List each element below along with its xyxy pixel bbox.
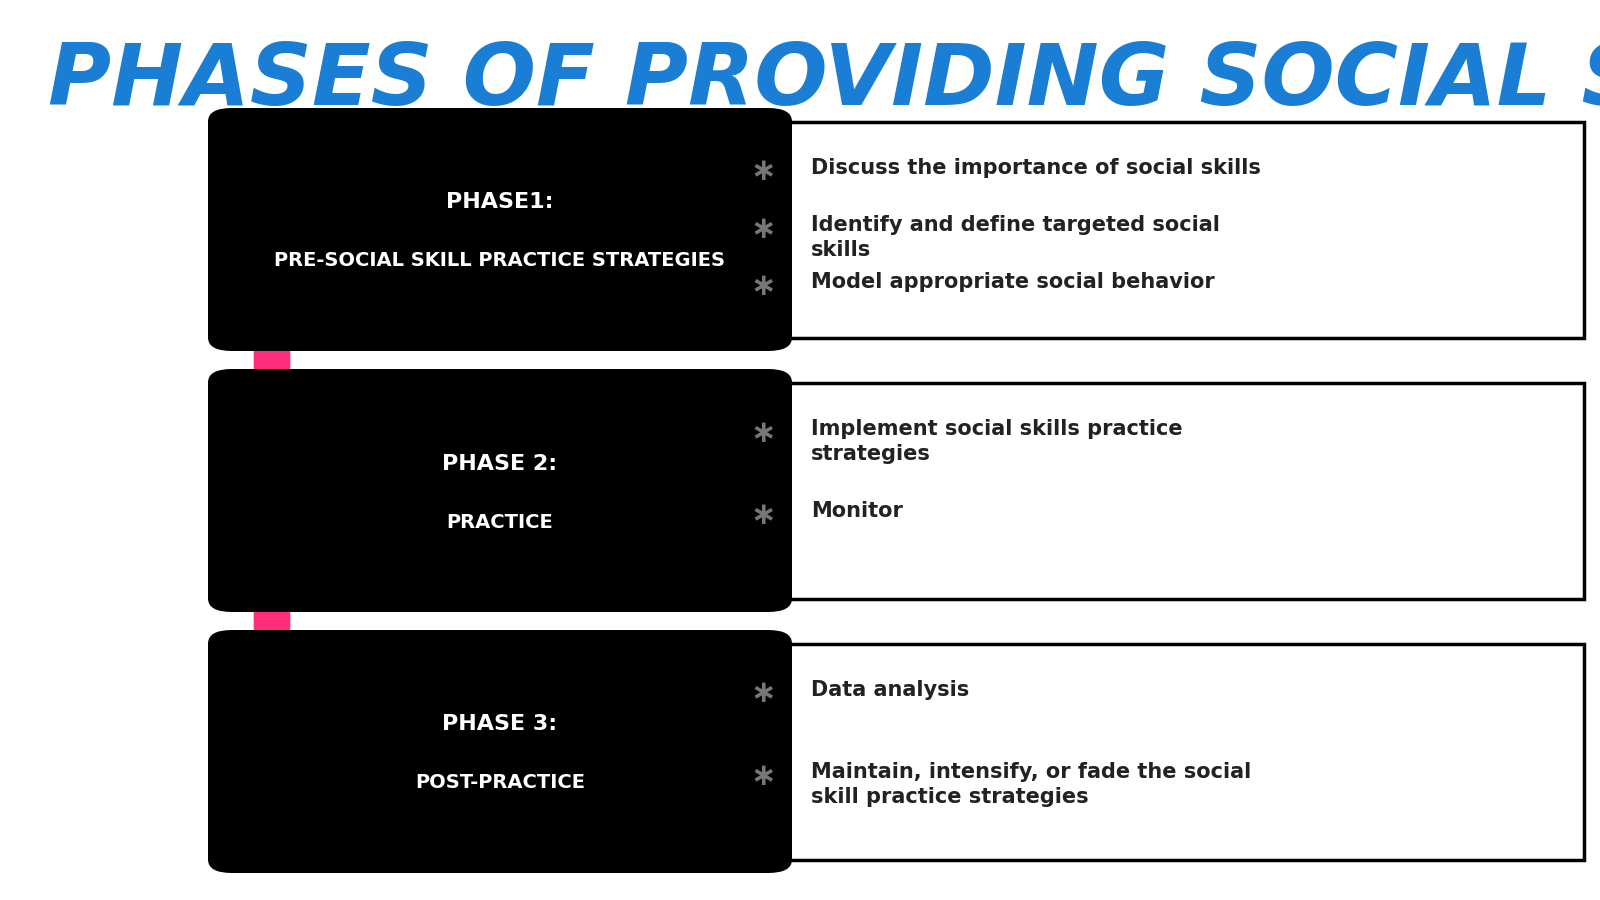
Bar [723, 122, 1584, 338]
Text: ∗: ∗ [750, 500, 776, 530]
Text: Identify and define targeted social
skills: Identify and define targeted social skil… [811, 215, 1221, 260]
Text: ∗: ∗ [750, 761, 776, 791]
Text: PHASES OF PROVIDING SOCIAL SKILL INSTRUCTION: PHASES OF PROVIDING SOCIAL SKILL INSTRUC… [48, 40, 1600, 123]
Text: POST-PRACTICE: POST-PRACTICE [414, 773, 586, 793]
Text: Implement social skills practice
strategies: Implement social skills practice strateg… [811, 418, 1182, 464]
Text: ∗: ∗ [750, 680, 776, 708]
FancyArrow shape [234, 117, 310, 783]
Bar [723, 382, 1584, 598]
Text: (Kumm  et al., 2021, p. 100): (Kumm et al., 2021, p. 100) [232, 826, 448, 842]
Text: Maintain, intensify, or fade the social
skill practice strategies: Maintain, intensify, or fade the social … [811, 761, 1251, 807]
Text: Monitor: Monitor [811, 500, 902, 521]
Text: Discuss the importance of social skills: Discuss the importance of social skills [811, 158, 1261, 177]
Text: PHASE 3:: PHASE 3: [443, 715, 557, 734]
Text: PHASE 2:: PHASE 2: [443, 454, 557, 473]
Text: PRACTICE: PRACTICE [446, 512, 554, 532]
Text: ∗: ∗ [750, 158, 776, 186]
FancyBboxPatch shape [208, 369, 792, 612]
Text: ∗: ∗ [750, 418, 776, 447]
Text: ∗: ∗ [750, 215, 776, 244]
Bar [723, 644, 1584, 860]
Text: PRE-SOCIAL SKILL PRACTICE STRATEGIES: PRE-SOCIAL SKILL PRACTICE STRATEGIES [275, 251, 725, 271]
Text: Model appropriate social behavior: Model appropriate social behavior [811, 272, 1214, 292]
Text: Data analysis: Data analysis [811, 680, 970, 699]
FancyBboxPatch shape [208, 108, 792, 351]
Text: PHASE1:: PHASE1: [446, 193, 554, 212]
Text: ∗: ∗ [750, 272, 776, 301]
FancyBboxPatch shape [208, 630, 792, 873]
